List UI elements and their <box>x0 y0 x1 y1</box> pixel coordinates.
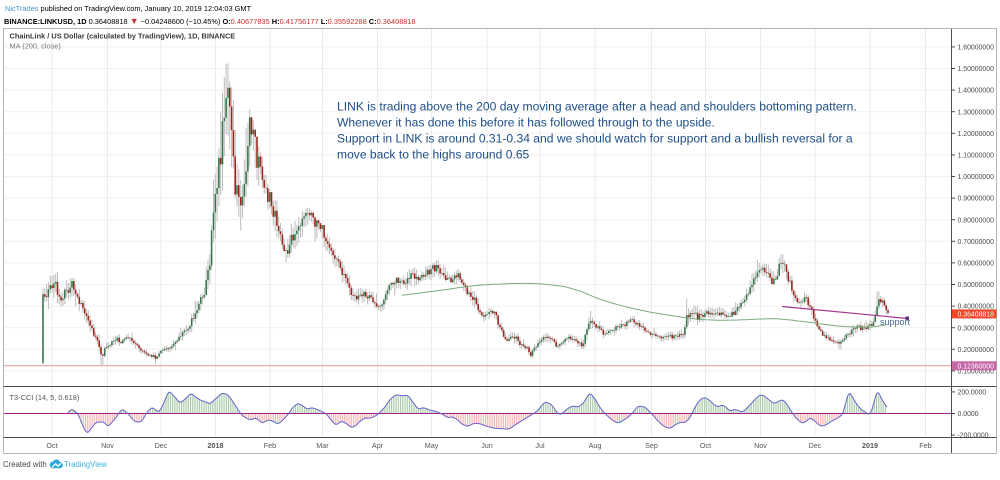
svg-text:200.0000: 200.0000 <box>958 390 987 397</box>
svg-text:0.70000000: 0.70000000 <box>958 239 995 246</box>
svg-text:1.60000000: 1.60000000 <box>958 45 995 52</box>
svg-text:0.90000000: 0.90000000 <box>958 196 995 203</box>
svg-text:Created with: Created with <box>3 460 47 469</box>
svg-text:0.50000000: 0.50000000 <box>958 282 995 289</box>
svg-text:0.30000000: 0.30000000 <box>958 325 995 332</box>
svg-text:May: May <box>425 441 439 450</box>
svg-text:support: support <box>880 317 911 327</box>
svg-text:1.20000000: 1.20000000 <box>958 131 995 138</box>
svg-text:-200.0000: -200.0000 <box>958 433 989 440</box>
svg-text:2019: 2019 <box>862 441 878 450</box>
svg-text:0.40000000: 0.40000000 <box>958 304 995 311</box>
svg-text:Sep: Sep <box>645 441 658 450</box>
svg-text:Jul: Jul <box>535 441 545 450</box>
svg-text:TradingView: TradingView <box>64 460 107 469</box>
svg-text:NicTrades published on Trading: NicTrades published on TradingView.com, … <box>5 4 252 13</box>
svg-text:0.80000000: 0.80000000 <box>958 217 995 224</box>
svg-text:ChainLink / US Dollar (calcula: ChainLink / US Dollar (calculated by Tra… <box>10 32 236 41</box>
svg-text:Apr: Apr <box>372 441 384 450</box>
svg-text:2018: 2018 <box>208 441 224 450</box>
svg-text:1.40000000: 1.40000000 <box>958 88 995 95</box>
svg-text:1.30000000: 1.30000000 <box>958 109 995 116</box>
svg-text:MA (200, close): MA (200, close) <box>10 42 61 51</box>
svg-text:Mar: Mar <box>316 441 329 450</box>
svg-text:Nov: Nov <box>754 441 767 450</box>
svg-text:0.10000000: 0.10000000 <box>958 369 995 376</box>
svg-text:Jun: Jun <box>481 441 493 450</box>
svg-text:0.36408818: 0.36408818 <box>958 312 995 319</box>
svg-text:Nov: Nov <box>101 441 114 450</box>
svg-text:Whenever it has done this befo: Whenever it has done this before it has … <box>337 116 715 130</box>
svg-text:0.12360000: 0.12360000 <box>958 363 995 370</box>
svg-text:Support in LINK is around 0.31: Support in LINK is around 0.31-0.34 and … <box>337 132 853 146</box>
svg-text:LINK is trading above the 200: LINK is trading above the 200 day moving… <box>337 100 857 114</box>
svg-text:0.60000000: 0.60000000 <box>958 261 995 268</box>
svg-text:1.50000000: 1.50000000 <box>958 66 995 73</box>
svg-text:Dec: Dec <box>155 441 168 450</box>
svg-text:Dec: Dec <box>809 441 822 450</box>
svg-text:0.0000: 0.0000 <box>958 411 979 418</box>
svg-text:Feb: Feb <box>919 441 931 450</box>
svg-text:BINANCE:LINKUSD, 1D 0.36408818: BINANCE:LINKUSD, 1D 0.36408818 ▼ −0.0424… <box>4 16 416 26</box>
svg-text:Feb: Feb <box>264 441 276 450</box>
svg-text:Oct: Oct <box>700 441 711 450</box>
svg-text:0.20000000: 0.20000000 <box>958 347 995 354</box>
svg-text:Aug: Aug <box>589 441 602 450</box>
svg-text:1.10000000: 1.10000000 <box>958 153 995 160</box>
svg-text:Oct: Oct <box>46 441 57 450</box>
svg-text:T3-CCI (14, 5, 0.618): T3-CCI (14, 5, 0.618) <box>10 393 80 402</box>
svg-text:move back to the highs around: move back to the highs around 0.65 <box>337 148 530 162</box>
svg-text:1.00000000: 1.00000000 <box>958 174 995 181</box>
